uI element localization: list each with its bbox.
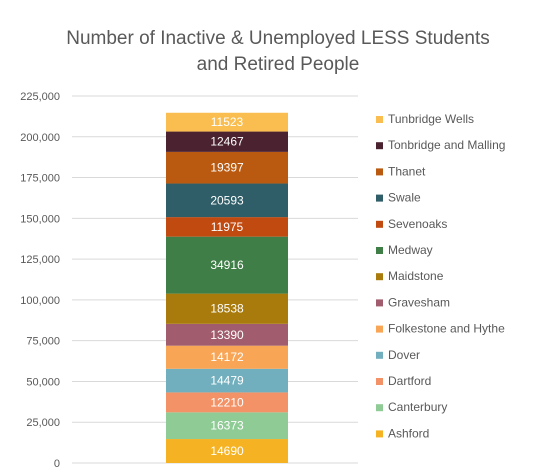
data-label-5: 14172 bbox=[210, 350, 244, 364]
legend-swatch bbox=[376, 194, 383, 202]
legend-swatch bbox=[376, 142, 383, 150]
data-label-3: 12210 bbox=[210, 395, 244, 409]
bar-segment-12 bbox=[166, 131, 288, 152]
legend-swatch bbox=[376, 325, 383, 333]
bar-segment-13 bbox=[166, 112, 288, 132]
bar-segment-4 bbox=[166, 368, 288, 393]
data-label-12: 12467 bbox=[210, 135, 244, 149]
bar-segment-8 bbox=[166, 236, 288, 294]
legend-swatch bbox=[376, 116, 383, 123]
y-tick-label: 50,000 bbox=[26, 376, 60, 388]
bar-segment-5 bbox=[166, 345, 288, 369]
y-tick-label: 175,000 bbox=[20, 173, 60, 185]
data-label-2: 16373 bbox=[210, 419, 244, 433]
legend-swatch bbox=[376, 378, 383, 385]
data-label-7: 18538 bbox=[210, 302, 244, 316]
y-tick-label: 150,000 bbox=[20, 213, 60, 225]
legend: Tunbridge Wells Tonbridge and Malling Than… bbox=[376, 112, 505, 440]
legend-entry: Folkestone and Hythe bbox=[388, 322, 505, 336]
bar-segment-2 bbox=[166, 412, 288, 440]
legend-entry: Maidstone bbox=[388, 269, 444, 283]
y-tick-label: 225,000 bbox=[20, 91, 60, 103]
legend-swatch bbox=[376, 273, 383, 281]
data-label-9: 11975 bbox=[211, 220, 244, 234]
legend-entry: Tonbridge and Malling bbox=[388, 138, 505, 152]
data-label-4: 14479 bbox=[210, 374, 244, 388]
bar-segment-11 bbox=[166, 151, 288, 184]
legend-swatch bbox=[376, 351, 383, 359]
legend-swatch bbox=[376, 168, 383, 176]
bar-segment-6 bbox=[166, 323, 288, 346]
bar-segment-7 bbox=[166, 293, 288, 324]
legend-swatch bbox=[376, 299, 383, 307]
legend-entry: Gravesham bbox=[388, 295, 450, 309]
chart-title-line-1: Number of Inactive & Unemployed LESS Stu… bbox=[66, 28, 490, 49]
y-tick-label: 75,000 bbox=[26, 336, 60, 348]
bar-segment-1 bbox=[166, 439, 288, 463]
legend-entry: Dover bbox=[388, 348, 420, 362]
legend-swatch bbox=[376, 430, 383, 438]
y-tick-label: 200,000 bbox=[20, 132, 60, 144]
legend-entry: Canterbury bbox=[388, 400, 447, 414]
legend-entry: Thanet bbox=[388, 164, 426, 178]
legend-entry: Sevenoaks bbox=[388, 217, 447, 231]
bar-segment-10 bbox=[166, 183, 288, 218]
y-tick-label: 125,000 bbox=[20, 254, 60, 266]
chart-title-line-2: and Retired People bbox=[197, 54, 360, 75]
data-label-6: 13390 bbox=[210, 328, 244, 342]
y-tick-label: 0 bbox=[54, 458, 60, 470]
legend-entry: Swale bbox=[388, 191, 421, 205]
y-axis: 0 25,000 50,000 75,000 100,000 125,000 150,000… bbox=[20, 91, 60, 470]
data-label-11: 19397 bbox=[210, 161, 244, 175]
data-label-10: 20593 bbox=[210, 193, 244, 207]
data-label-13: 11523 bbox=[211, 115, 244, 129]
legend-swatch bbox=[376, 404, 383, 412]
y-tick-label: 100,000 bbox=[20, 295, 60, 307]
data-label-8: 34916 bbox=[210, 258, 244, 272]
legend-entry: Medway bbox=[388, 243, 433, 257]
legend-swatch bbox=[376, 247, 383, 254]
legend-entry: Tunbridge Wells bbox=[388, 112, 474, 126]
legend-entry: Ashford bbox=[388, 426, 429, 440]
stacked-bar: 14690 16373 12210 14479 14172 13390 18538 34916… bbox=[166, 112, 288, 463]
bar-segment-3 bbox=[166, 392, 288, 413]
legend-entry: Dartford bbox=[388, 374, 431, 388]
bar-segment-9 bbox=[166, 217, 288, 237]
y-tick-label: 25,000 bbox=[26, 417, 60, 429]
data-label-1: 14690 bbox=[210, 444, 244, 458]
legend-swatch bbox=[376, 220, 383, 228]
